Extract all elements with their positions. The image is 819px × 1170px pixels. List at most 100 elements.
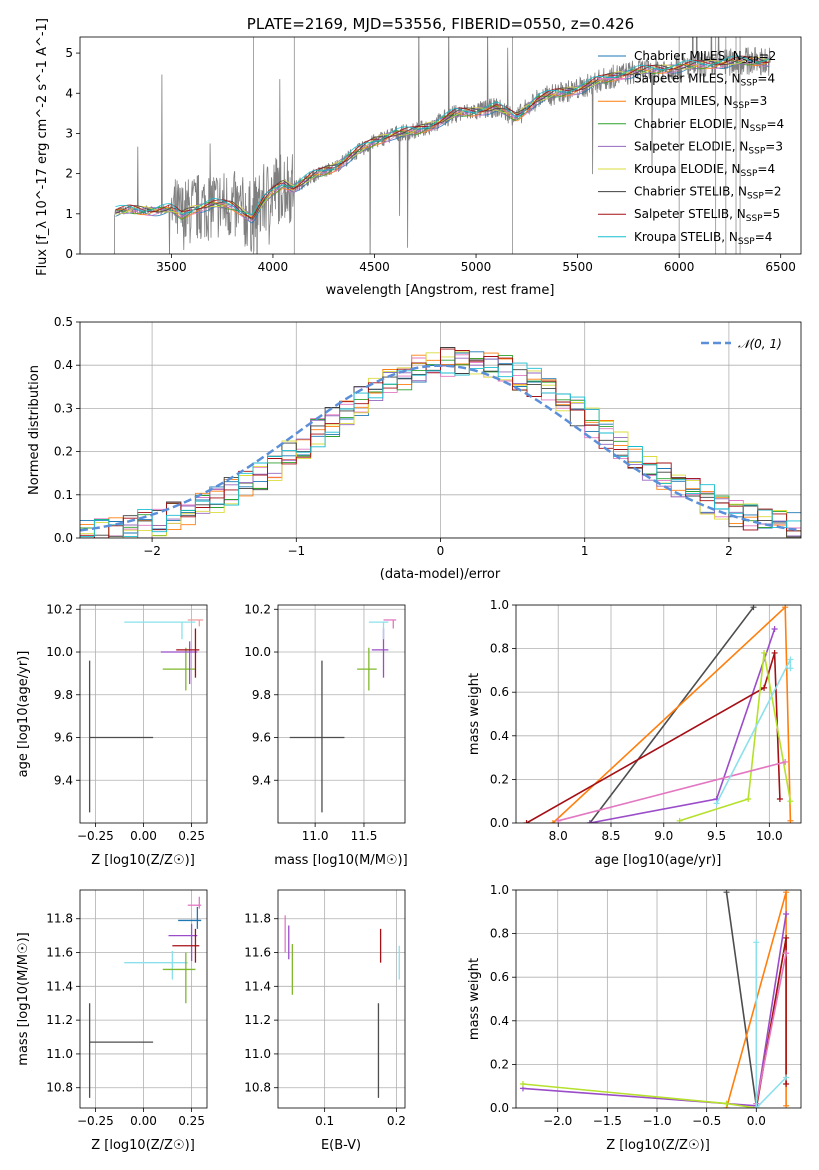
- x-tick-label: −1.0: [642, 1114, 671, 1128]
- x-tick-label: 8.0: [549, 829, 568, 843]
- chart-spectrum: 3500 4000 4500 5000 5500 6000 6500 0 1 2 3 4 5 wavele…: [35, 15, 802, 298]
- errorbar-point: [160, 641, 198, 685]
- plot-area: [80, 890, 207, 1108]
- y-tick-label: 0.0: [54, 531, 73, 545]
- y-tick-label: 11.4: [244, 979, 271, 993]
- y-axis-label: Normed distribution: [27, 365, 42, 495]
- legend-entry: Salpeter MILES, NSSP=4: [634, 72, 775, 89]
- y-tick-label: 9.8: [54, 688, 73, 702]
- weight-marker: [787, 798, 794, 805]
- chart-title: PLATE=2169, MJD=53556, FIBERID=0550, z=0…: [247, 15, 634, 33]
- weight-marker: [519, 1081, 526, 1088]
- errorbar-point: [176, 628, 200, 678]
- weight-marker: [771, 649, 778, 656]
- errorbar-point: [172, 928, 200, 963]
- y-tick-label: 10.0: [244, 645, 271, 659]
- weight-marker: [787, 656, 794, 663]
- x-tick-label: 1: [581, 544, 589, 558]
- y-axis-label: age [log10(age/yr)]: [16, 651, 31, 778]
- errorbar-point: [368, 621, 389, 640]
- weight-marker: [783, 934, 790, 941]
- y-axis-label: mass weight: [467, 958, 482, 1040]
- weight-marker: [586, 820, 593, 823]
- x-tick-label: −2.0: [543, 1114, 572, 1128]
- errorbar-point: [289, 660, 345, 813]
- x-axis-label: age [log10(age/yr)]: [595, 853, 722, 868]
- legend-entry: Chabrier ELODIE, NSSP=4: [634, 117, 784, 134]
- x-axis-label: mass [log10(M/M☉)]: [274, 853, 407, 868]
- plot-area: [113, 37, 771, 254]
- weight-marker: [771, 625, 778, 632]
- x-tick-label: −1.5: [593, 1114, 622, 1128]
- x-tick-label: 0.2: [387, 1114, 406, 1128]
- x-tick-label: 0: [437, 544, 445, 558]
- x-tick-label: 10.0: [756, 829, 783, 843]
- x-tick-label: 9.0: [654, 829, 673, 843]
- y-tick-label: 4: [65, 86, 73, 100]
- y-tick-label: 10.0: [46, 645, 73, 659]
- chart-age-vs-Z: −0.25 0.00 0.25 9.4 9.6 9.8 10.0 10.2 Z [log10(Z…: [16, 602, 208, 868]
- y-tick-label: 0.8: [490, 642, 509, 656]
- weight-marker: [753, 939, 760, 946]
- y-tick-label: 11.2: [46, 1013, 73, 1027]
- y-axis-label: mass [log10(M/M☉)]: [16, 932, 31, 1065]
- chart-residuals: −2 −1 0 1 2 0.0 0.1 0.2 0.3 0.4 0.5 (data-model)/er…: [27, 315, 802, 582]
- axes-frame: [79, 604, 208, 824]
- y-tick-label: 0.4: [490, 729, 509, 743]
- chart-age-vs-mass: 11.0 11.5 9.4 9.6 9.8 10.0 10.2 mass [log10(M/M…: [244, 602, 407, 868]
- y-tick-label: 0.6: [490, 970, 509, 984]
- x-tick-label: 3500: [156, 260, 187, 274]
- y-tick-label: 1.0: [490, 598, 509, 612]
- chart-weight-vs-age: 8.0 8.5 9.0 9.5 10.0 0.0 0.2 0.4 0.6 0.8 1.0 age [l…: [467, 598, 802, 868]
- errorbar-point: [124, 621, 196, 640]
- x-tick-label: −2: [143, 544, 161, 558]
- weight-series-line: [589, 628, 776, 823]
- gaussian-curve: [80, 364, 799, 532]
- errorbar-point: [178, 906, 202, 929]
- axes-frame: [277, 889, 406, 1109]
- x-tick-label: −0.25: [77, 1114, 114, 1128]
- axes-frame: [79, 36, 802, 255]
- y-tick-label: 11.4: [46, 979, 73, 993]
- errorbar-point: [357, 647, 377, 691]
- weight-marker: [782, 758, 789, 765]
- y-tick-label: 11.6: [244, 946, 271, 960]
- x-tick-label: 6500: [765, 260, 796, 274]
- errorbar-point: [124, 950, 188, 980]
- plot-area: [516, 890, 801, 1108]
- y-tick-label: 11.8: [244, 912, 271, 926]
- weight-marker: [745, 796, 752, 803]
- weight-series-line: [522, 913, 787, 1107]
- chart-weight-vs-Z: −2.0 −1.5 −1.0 −0.5 0.0 0.0 0.2 0.4 0.6 0.8 1.0 Z […: [467, 883, 802, 1153]
- legend-entry: Chabrier MILES, NSSP=2: [634, 49, 776, 66]
- x-tick-label: 0.0: [747, 1114, 766, 1128]
- weight-marker: [523, 820, 530, 823]
- x-tick-label: 11.0: [302, 829, 329, 843]
- weight-series-line: [755, 942, 787, 1108]
- y-axis-label: mass weight: [467, 673, 482, 755]
- y-tick-label: 2: [65, 167, 73, 181]
- x-axis-label: Z [log10(Z/Z☉)]: [91, 1138, 195, 1153]
- weight-series-line: [522, 937, 787, 1108]
- weight-marker: [783, 950, 790, 957]
- legend-entry: Salpeter STELIB, NSSP=5: [634, 207, 780, 224]
- x-axis-label: E(B-V): [321, 1138, 361, 1153]
- legend-entry: Kroupa STELIB, NSSP=4: [634, 230, 772, 247]
- x-tick-label: 0.25: [178, 1114, 205, 1128]
- y-tick-label: 5: [65, 46, 73, 60]
- weight-marker: [549, 820, 556, 823]
- model-series-line: [115, 55, 769, 219]
- weight-series-line: [589, 606, 755, 823]
- plot-area: [278, 890, 405, 1108]
- x-axis-label: Z [log10(Z/Z☉)]: [91, 853, 195, 868]
- x-axis-label: (data-model)/error: [380, 567, 501, 582]
- y-tick-label: 10.8: [244, 1081, 271, 1095]
- x-axis-label: wavelength [Angstrom, rest frame]: [326, 283, 555, 298]
- y-tick-label: 0.4: [490, 1014, 509, 1028]
- legend-entry: Kroupa ELODIE, NSSP=4: [634, 162, 775, 179]
- x-tick-label: −0.25: [77, 829, 114, 843]
- y-tick-label: 0.8: [490, 927, 509, 941]
- y-tick-label: 9.6: [54, 731, 73, 745]
- x-tick-label: 0.00: [130, 1114, 157, 1128]
